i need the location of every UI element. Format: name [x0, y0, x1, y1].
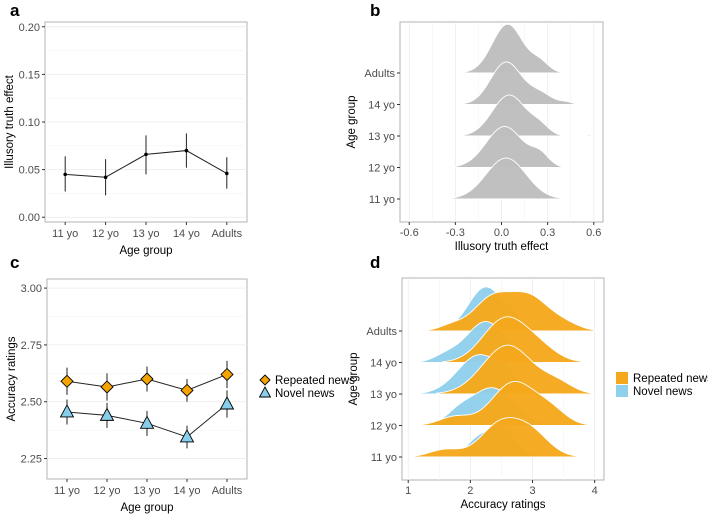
x-axis-label: Age group	[120, 502, 173, 514]
ridge-density	[463, 23, 562, 74]
ridge-density	[441, 316, 585, 363]
y-tick-label: 12 yo	[370, 421, 397, 433]
y-tick-label: 13 yo	[370, 389, 397, 401]
y-axis-label: Accuracy ratings	[6, 336, 18, 421]
x-axis-label: Illusory truth effect	[455, 241, 550, 253]
panel-d: 1 2 3 4 11 yo 12 yo 13 yo 14 yo Adults Accuracy r…	[348, 277, 708, 511]
ridge-density	[448, 157, 564, 200]
panel-label-d: d	[370, 253, 380, 272]
x-tick-label: 13 yo	[134, 485, 161, 497]
panel-label-b: b	[370, 1, 380, 20]
y-tick-label: 14 yo	[368, 100, 395, 112]
data-point	[100, 380, 114, 394]
y-tick-label: 14 yo	[370, 358, 397, 370]
y-tick-label: 13 yo	[368, 131, 395, 143]
panel-c: 2.25 2.50 2.75 3.00 11 yo 12 yo 13 yo 14 yo Adul…	[6, 278, 355, 514]
data-point	[99, 407, 115, 421]
x-tick-label: 11 yo	[52, 228, 78, 240]
x-tick-label: 1	[405, 485, 411, 497]
ridge-density	[410, 417, 581, 458]
data-point	[144, 152, 148, 157]
x-tick-label: 0.0	[494, 227, 509, 239]
legend-key	[259, 374, 271, 386]
y-axis-label: Illusory truth effect	[4, 74, 16, 169]
x-tick-label: -0.3	[446, 227, 465, 239]
x-tick-label: 12 yo	[94, 485, 121, 497]
data-point	[225, 171, 229, 176]
x-tick-label: 14 yo	[173, 228, 200, 240]
data-point	[60, 374, 74, 388]
y-tick-label: 2.50	[21, 397, 42, 409]
y-tick-label: 12 yo	[368, 163, 395, 175]
legend-label: Repeated news	[633, 373, 708, 385]
data-point	[180, 383, 194, 398]
y-tick-label: 3.00	[21, 283, 42, 295]
ridge-density	[451, 126, 564, 168]
data-point	[59, 404, 75, 418]
ridge-density	[461, 61, 577, 105]
x-tick-label: 0.3	[540, 227, 555, 239]
y-tick-label: 2.25	[21, 454, 42, 466]
y-tick-label: 11 yo	[371, 452, 397, 464]
data-point	[140, 372, 154, 386]
panel-label-a: a	[10, 1, 20, 20]
data-point	[139, 415, 155, 429]
ridge-density	[419, 380, 591, 426]
data-point	[184, 148, 189, 153]
y-tick-label: 0.10	[19, 117, 40, 129]
data-point	[219, 396, 235, 410]
y-tick-label: 0.15	[19, 69, 40, 81]
x-axis-label: Age group	[119, 245, 172, 257]
ridge-density	[460, 94, 593, 137]
y-tick-label: 0.00	[19, 212, 40, 224]
panel-label-c: c	[10, 253, 19, 272]
legend-label: Novel news	[275, 388, 335, 400]
legend-label: Repeated news	[275, 375, 355, 387]
x-tick-label: 14 yo	[174, 485, 201, 497]
y-tick-label: 11 yo	[369, 194, 395, 206]
panel-b: -0.6 -0.3 0.0 0.3 0.6 11 yo 12 yo 13 yo 14 yo Adu…	[346, 21, 604, 253]
x-tick-label: 0.6	[586, 227, 601, 239]
y-tick-label: 0.20	[19, 22, 40, 34]
legend-key	[616, 385, 628, 397]
x-tick-label: 11 yo	[54, 485, 80, 497]
data-point	[103, 175, 108, 180]
legend-key	[616, 372, 628, 384]
y-tick-label: Adults	[364, 68, 395, 80]
data-point	[63, 172, 67, 177]
panel-a: 0.00 0.05 0.10 0.15 0.20 11 yo 12 yo 13 yo 14 yo…	[4, 21, 248, 257]
legend-key	[258, 386, 272, 398]
y-axis-label: Age group	[346, 95, 358, 148]
x-tick-label: Adults	[212, 485, 243, 497]
x-tick-label: 2	[467, 485, 473, 497]
ridge-density	[424, 291, 599, 332]
x-tick-label: -0.6	[400, 227, 419, 239]
data-point	[179, 429, 195, 443]
y-tick-label: 0.05	[19, 165, 40, 177]
y-tick-label: Adults	[366, 326, 397, 338]
ridge-density	[435, 344, 595, 395]
x-axis-label: Accuracy ratings	[460, 499, 545, 511]
x-tick-label: Adults	[212, 228, 243, 240]
legend-label: Novel news	[633, 386, 693, 398]
x-tick-label: 4	[592, 485, 598, 497]
data-point	[220, 367, 234, 382]
x-tick-label: 13 yo	[133, 228, 160, 240]
x-tick-label: 12 yo	[92, 228, 119, 240]
x-tick-label: 3	[529, 485, 535, 497]
y-axis-label: Age group	[348, 352, 360, 405]
y-tick-label: 2.75	[21, 340, 42, 352]
